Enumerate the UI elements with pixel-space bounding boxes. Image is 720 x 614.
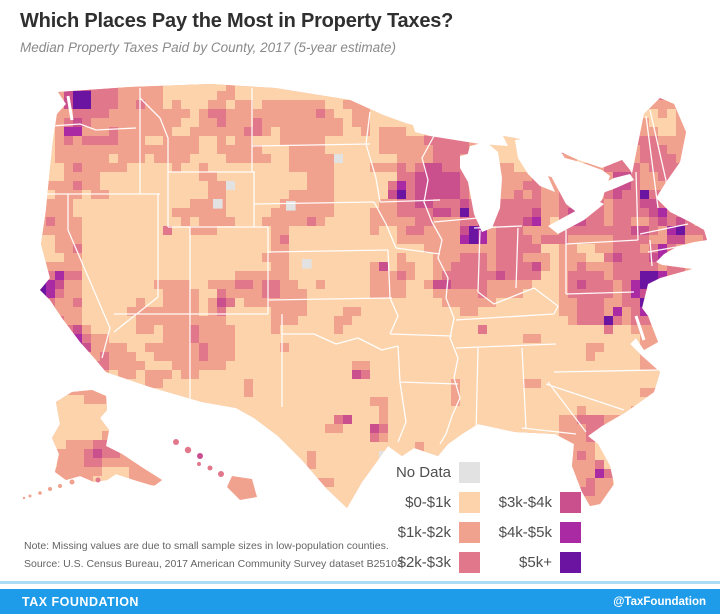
aleutian-islands xyxy=(22,477,101,500)
lake-huron xyxy=(515,138,568,192)
legend-item-1k-2k: $1k-$2k xyxy=(355,521,480,543)
legend-item-3k-4k: $3k-$4k xyxy=(456,491,581,513)
legend-swatch xyxy=(560,491,581,513)
chesapeake-bay xyxy=(634,315,646,341)
legend-swatch xyxy=(459,461,480,483)
legend-label: $4k-$5k xyxy=(498,523,552,541)
legend-item-no-data: No Data xyxy=(355,461,480,483)
alaska xyxy=(52,390,162,486)
page-title: Which Places Pay the Most in Property Ta… xyxy=(20,10,454,32)
source-line: Source: U.S. Census Bureau, 2017 America… xyxy=(24,558,403,570)
legend-swatch xyxy=(459,551,480,573)
note-line: Note: Missing values are due to small sa… xyxy=(24,540,389,552)
legend-swatch xyxy=(459,521,480,543)
legend-item-2k-3k: $2k-$3k xyxy=(355,551,480,573)
legend-swatch xyxy=(560,521,581,543)
legend-label: $1k-$2k xyxy=(397,523,451,541)
legend-label: $0-$1k xyxy=(405,493,451,511)
hawaii xyxy=(173,439,257,500)
footer-bar: TAX FOUNDATION @TaxFoundation xyxy=(0,589,720,614)
lake-michigan xyxy=(466,142,502,232)
lake-ontario xyxy=(598,174,634,194)
great-lakes xyxy=(66,95,646,341)
legend-item-5k-plus: $5k+ xyxy=(456,551,581,573)
puget-sound xyxy=(66,95,74,121)
legend-label: $3k-$4k xyxy=(498,493,552,511)
lake-superior xyxy=(412,110,508,146)
legend-swatch xyxy=(560,551,581,573)
twitter-handle: @TaxFoundation xyxy=(613,595,706,608)
us-choropleth-map xyxy=(22,84,707,508)
legend-item-0-1k: $0-$1k xyxy=(355,491,480,513)
legend-swatch xyxy=(459,491,480,513)
green-bay xyxy=(460,154,474,182)
legend-item-4k-5k: $4k-$5k xyxy=(456,521,581,543)
lake-erie xyxy=(548,200,604,234)
footer-accent-line xyxy=(0,581,720,584)
page-subtitle: Median Property Taxes Paid by County, 20… xyxy=(20,40,396,55)
brand-name: TAX FOUNDATION xyxy=(22,594,139,609)
legend-label: $5k+ xyxy=(519,553,552,571)
legend-label: No Data xyxy=(395,463,451,481)
legend-label: $2k-$3k xyxy=(397,553,451,571)
